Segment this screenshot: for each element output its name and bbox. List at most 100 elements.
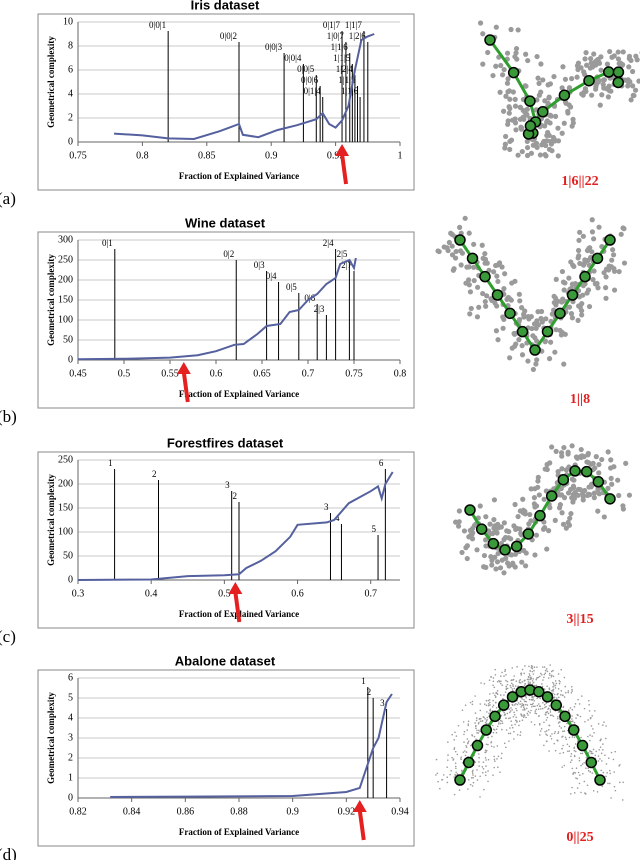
scatter-point: [591, 715, 594, 717]
scatter-point: [492, 692, 495, 694]
scatter-point: [565, 108, 571, 114]
scatter-point: [495, 731, 498, 734]
scatter-point: [511, 709, 513, 711]
scatter-point: [579, 752, 582, 755]
scatter-point: [569, 443, 575, 449]
scatter-point: [542, 151, 548, 158]
scatter-point: [482, 298, 488, 305]
scatter-point: [605, 485, 611, 491]
scatter-point: [536, 492, 542, 498]
scatter-point: [584, 793, 587, 795]
scatter-point: [571, 477, 577, 483]
scatter-point: [587, 767, 590, 769]
scatter-point: [600, 752, 603, 755]
scatter-point: [555, 468, 561, 475]
scatter-point: [537, 715, 540, 717]
scatter-point: [543, 744, 545, 747]
scatter-point: [547, 729, 550, 731]
scatter-point: [495, 728, 498, 731]
graph-node: [529, 344, 541, 356]
scatter-point: [480, 31, 486, 37]
scatter-point: [505, 76, 511, 82]
scatter-point: [588, 60, 594, 66]
scatter-point: [553, 732, 556, 735]
scatter-point: [534, 144, 540, 150]
scatter-point: [496, 745, 499, 747]
scatter-point: [571, 715, 573, 717]
scatter-point: [552, 692, 554, 695]
scatter-point: [521, 116, 527, 122]
scatter-point: [539, 142, 545, 148]
scatter-point: [527, 681, 530, 683]
scatter-point: [554, 684, 557, 687]
scatter-point: [572, 773, 574, 775]
scatter-point: [461, 769, 463, 772]
scatter-point: [571, 708, 574, 711]
scatter-point: [498, 62, 504, 69]
scatter-point: [597, 102, 603, 108]
scatter-point: [610, 797, 612, 799]
scatter-point: [513, 127, 519, 133]
scatter-point: [503, 675, 505, 677]
scatter-point: [626, 64, 632, 70]
scatter-point: [527, 683, 530, 685]
scatter-point: [557, 673, 560, 675]
scatter-point: [476, 769, 478, 771]
scatter-point: [528, 698, 531, 701]
scatter-point: [517, 702, 520, 704]
scatter-point: [538, 315, 544, 322]
scatter-point: [505, 560, 511, 566]
annotation-label: 0|3: [254, 260, 265, 270]
scatter-point: [512, 678, 515, 681]
scatter-point: [569, 123, 575, 129]
scatter-point: [478, 761, 480, 763]
scatter-point: [596, 224, 602, 230]
scatter-point: [471, 770, 474, 773]
scatter-point: [463, 730, 466, 733]
scatter-point: [492, 677, 495, 679]
scatter-point: [524, 700, 526, 703]
scatter-point: [502, 697, 504, 700]
x-tick-label: 0.85: [198, 150, 216, 161]
scatter-point: [621, 799, 624, 801]
scatter-point: [561, 444, 567, 451]
scatter-point: [579, 312, 585, 318]
scatter-point: [539, 675, 541, 678]
scatter-point: [510, 682, 513, 685]
annotation-label: 0|1: [102, 238, 113, 248]
scatter-point: [601, 270, 607, 276]
scatter-point: [454, 765, 457, 768]
scatter-point: [465, 751, 468, 753]
scatter-point: [567, 690, 570, 692]
x-tick-label: 0.55: [161, 368, 179, 379]
scatter-point: [541, 683, 543, 685]
scatter-point: [515, 702, 517, 705]
scatter-point: [475, 724, 477, 727]
arrow-shaft: [181, 371, 190, 403]
scatter-point: [501, 286, 507, 292]
scatter-point: [495, 278, 501, 285]
graph-node: [592, 476, 605, 488]
scatter-point: [516, 703, 519, 706]
scatter-point: [490, 741, 493, 743]
scatter-point: [501, 722, 504, 725]
scatter-point: [599, 92, 605, 98]
graph-node: [568, 724, 580, 736]
annotation-label: 0|1|7: [323, 20, 341, 30]
graph-label: 3||15: [566, 612, 593, 627]
scatter-point: [501, 752, 503, 755]
scatter-point: [611, 53, 617, 59]
scatter-point: [505, 685, 508, 688]
scatter-point: [518, 681, 521, 684]
graph-node: [545, 490, 558, 502]
scatter-point: [455, 735, 458, 737]
scatter-point: [473, 735, 476, 738]
scatter-point: [507, 732, 510, 735]
scatter-point: [599, 746, 602, 748]
scatter-point: [489, 693, 491, 695]
scatter-point: [485, 704, 488, 707]
scatter-point: [493, 328, 500, 334]
scatter-point: [547, 707, 550, 710]
scatter-point: [589, 771, 591, 773]
scatter-point: [523, 550, 529, 556]
